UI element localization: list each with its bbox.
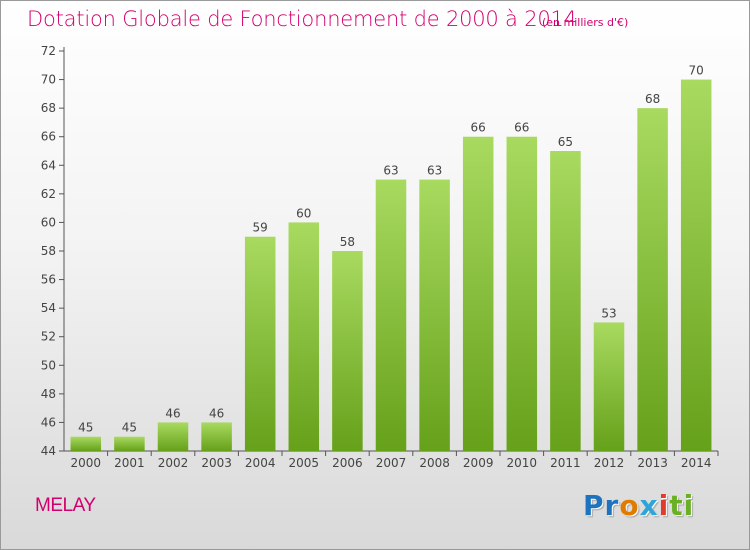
y-tick-label: 64 (41, 158, 56, 172)
bar-2009 (462, 136, 494, 451)
logo-letter: t (669, 489, 684, 522)
data-label: 66 (514, 121, 529, 135)
x-tick-label: 2013 (637, 456, 668, 470)
logo-letter: x (639, 489, 659, 522)
data-label: 53 (601, 306, 616, 320)
bar-2008 (419, 179, 450, 452)
data-label: 68 (645, 92, 660, 106)
y-tick-label: 50 (41, 358, 56, 372)
x-tick-label: 2001 (114, 456, 145, 470)
y-tick-label: 68 (41, 101, 56, 115)
x-tick-label: 2006 (332, 456, 363, 470)
x-tick-label: 2005 (289, 456, 320, 470)
chart-unit-note: (en milliers d'€) (542, 16, 629, 29)
commune-name: MELAY (35, 495, 96, 516)
y-tick-label: 46 (41, 415, 56, 429)
x-tick-label: 2007 (376, 456, 407, 470)
y-tick-label: 52 (41, 330, 56, 344)
bar-2000 (70, 436, 102, 451)
x-tick-label: 2004 (245, 456, 276, 470)
logo-letter: r (604, 489, 620, 522)
x-tick-label: 2002 (158, 456, 189, 470)
y-tick-label: 54 (41, 301, 56, 315)
y-tick-label: 60 (41, 215, 56, 229)
bar-2004 (244, 236, 276, 451)
bar-2014 (680, 79, 712, 452)
x-tick-label: 2010 (507, 456, 538, 470)
y-tick-label: 48 (41, 387, 56, 401)
data-label: 63 (427, 164, 442, 178)
logo-letter: P (583, 489, 605, 522)
x-tick-label: 2012 (594, 456, 625, 470)
data-label: 46 (165, 406, 180, 420)
x-tick-label: 2014 (681, 456, 712, 470)
data-label: 65 (558, 135, 573, 149)
y-tick-label: 66 (41, 130, 56, 144)
data-label: 70 (689, 64, 704, 78)
chart-title: Dotation Globale de Fonctionnement de 20… (27, 7, 577, 31)
data-label: 60 (296, 206, 311, 220)
x-tick-label: 2000 (71, 456, 102, 470)
bar-2006 (332, 251, 363, 451)
y-tick-label: 70 (41, 73, 56, 87)
x-tick-label: 2008 (419, 456, 450, 470)
y-tick-label: 44 (41, 444, 56, 458)
x-tick-label: 2003 (201, 456, 232, 470)
y-tick-label: 62 (41, 187, 56, 201)
data-label: 45 (78, 421, 93, 435)
bar-2013 (637, 108, 668, 452)
logo-letter: i (658, 489, 670, 522)
bar-2010 (506, 136, 538, 451)
data-label: 63 (383, 164, 398, 178)
data-label: 66 (471, 121, 486, 135)
y-tick-label: 72 (41, 44, 56, 58)
bar-2005 (288, 222, 320, 451)
data-label: 46 (209, 406, 224, 420)
bar-2001 (114, 436, 145, 451)
proxiti-logo[interactable]: Proxiti (583, 489, 694, 522)
x-tick-label: 2009 (463, 456, 494, 470)
bar-2003 (201, 422, 232, 451)
logo-letter: i (683, 489, 695, 522)
x-tick-label: 2011 (550, 456, 581, 470)
y-tick-label: 56 (41, 273, 56, 287)
data-label: 58 (340, 235, 355, 249)
bar-2012 (593, 322, 625, 451)
logo-letter: o (619, 489, 640, 522)
bar-2011 (550, 151, 581, 451)
bar-2002 (157, 422, 189, 451)
y-tick-label: 58 (41, 244, 56, 258)
bar-2007 (375, 179, 407, 452)
data-label: 59 (253, 221, 268, 235)
data-label: 45 (122, 421, 137, 435)
